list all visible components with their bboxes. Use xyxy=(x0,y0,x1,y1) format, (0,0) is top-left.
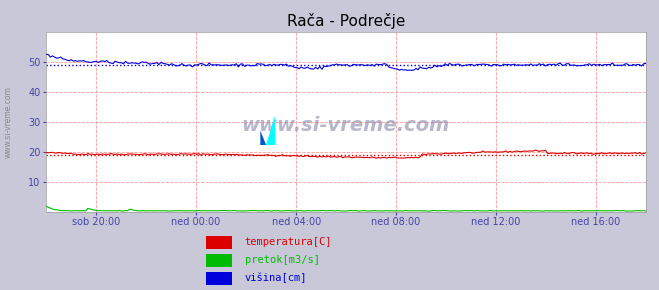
Polygon shape xyxy=(260,130,266,145)
Bar xyxy=(206,236,232,249)
Bar xyxy=(206,272,232,284)
Text: pretok[m3/s]: pretok[m3/s] xyxy=(245,255,320,265)
Title: Rača - Podrečje: Rača - Podrečje xyxy=(287,13,405,29)
Text: temperatura[C]: temperatura[C] xyxy=(245,238,332,247)
Text: www.si-vreme.com: www.si-vreme.com xyxy=(4,86,13,158)
Bar xyxy=(206,254,232,267)
Text: višina[cm]: višina[cm] xyxy=(245,273,307,283)
Polygon shape xyxy=(266,116,275,145)
Text: www.si-vreme.com: www.si-vreme.com xyxy=(242,116,450,135)
